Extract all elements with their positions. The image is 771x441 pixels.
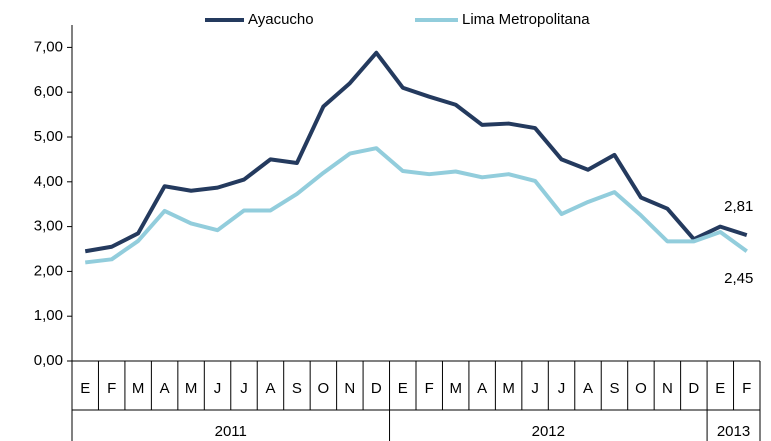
- x-tick-label: M: [449, 380, 462, 397]
- y-tick-label: 7,00: [34, 38, 63, 55]
- x-tick-label: M: [502, 380, 515, 397]
- year-label: 2012: [532, 423, 565, 440]
- x-tick-label: D: [371, 380, 382, 397]
- x-tick-label: J: [558, 380, 566, 397]
- x-tick-label: F: [742, 380, 751, 397]
- year-label: 2013: [717, 423, 750, 440]
- y-tick-label: 5,00: [34, 128, 63, 145]
- data-label: 2,45: [724, 270, 753, 287]
- x-tick-label: F: [107, 380, 116, 397]
- y-tick-label: 1,00: [34, 307, 63, 324]
- x-tick-label: J: [214, 380, 222, 397]
- x-tick-label: J: [240, 380, 248, 397]
- x-tick-label: S: [609, 380, 619, 397]
- series-line: [84, 50, 748, 254]
- y-tick-label: 6,00: [34, 83, 63, 100]
- x-tick-label: O: [635, 380, 647, 397]
- y-tick-label: 0,00: [34, 352, 63, 369]
- x-tick-label: N: [662, 380, 673, 397]
- y-tick-label: 2,00: [34, 262, 63, 279]
- x-tick-label: A: [265, 380, 275, 397]
- year-label: 2011: [215, 423, 247, 440]
- x-tick-label: F: [425, 380, 434, 397]
- x-tick-label: S: [292, 380, 302, 397]
- legend-label: Ayacucho: [248, 11, 314, 28]
- data-label: 2,81: [724, 198, 753, 215]
- x-tick-label: E: [715, 380, 725, 397]
- x-tick-label: E: [398, 380, 408, 397]
- series-line: [84, 146, 748, 265]
- x-tick-label: A: [477, 380, 487, 397]
- x-tick-label: M: [132, 380, 145, 397]
- legend-label: Lima Metropolitana: [462, 11, 590, 28]
- x-tick-label: A: [583, 380, 593, 397]
- y-tick-label: 4,00: [34, 173, 63, 190]
- x-tick-label: M: [185, 380, 198, 397]
- x-tick-label: J: [531, 380, 539, 397]
- x-tick-label: D: [688, 380, 699, 397]
- x-tick-label: E: [80, 380, 90, 397]
- x-tick-label: A: [160, 380, 170, 397]
- x-tick-label: N: [344, 380, 355, 397]
- x-tick-label: O: [318, 380, 330, 397]
- y-tick-label: 3,00: [34, 218, 63, 235]
